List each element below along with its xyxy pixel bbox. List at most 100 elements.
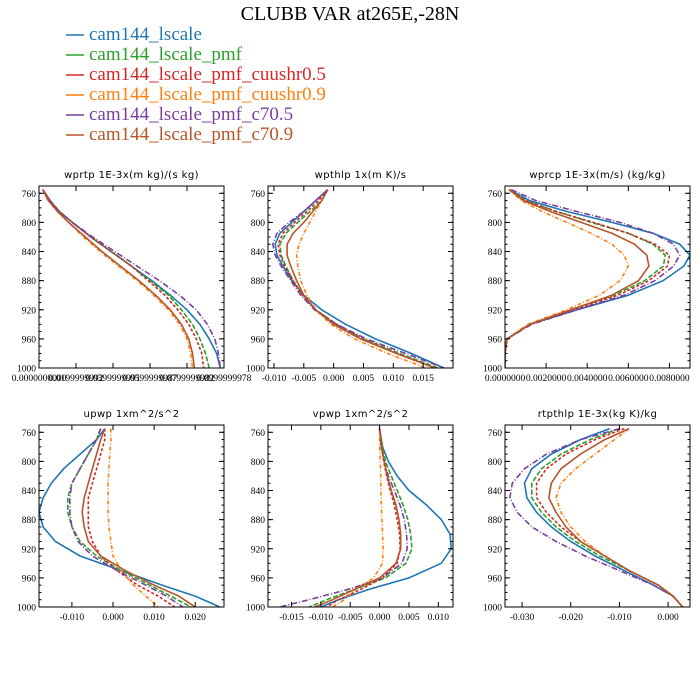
x-tick-label: 0.0040000: [567, 374, 608, 384]
y-tick-label: 960: [488, 574, 503, 584]
legend-item: cam144_lscale_pmf: [66, 44, 243, 65]
series-line: [505, 188, 681, 368]
x-tick-label: -0.010: [262, 374, 287, 384]
y-tick-label: 1000: [483, 604, 502, 614]
y-tick-label: 1000: [246, 604, 265, 614]
y-tick-label: 760: [22, 429, 37, 439]
panel-curves: [271, 189, 445, 368]
x-tick-label: 0.0599999987: [123, 374, 178, 384]
series-line: [505, 188, 671, 368]
x-tick-label: 0.000: [102, 613, 124, 623]
y-tick-label: 920: [22, 545, 37, 555]
panel-title: wprcp 1E-3x(m/s) (kg/kg): [529, 170, 665, 181]
panel-curves: [509, 427, 684, 607]
x-tick-label: 0.0199999992: [49, 374, 104, 384]
x-tick-label: 0.0799999982: [160, 374, 215, 384]
y-tick-label: 880: [22, 277, 37, 287]
series-line: [505, 189, 630, 368]
y-tick-label: 920: [251, 545, 266, 555]
x-tick-label: 0.010: [143, 613, 165, 623]
y-tick-label: 960: [251, 335, 266, 345]
y-tick-label: 840: [251, 248, 266, 258]
x-tick-label: 0.000: [369, 613, 391, 623]
y-tick-label: 800: [251, 219, 266, 229]
plot-frame: [267, 424, 454, 608]
y-tick-label: 1000: [246, 365, 265, 375]
series-line: [547, 427, 684, 607]
panel-4: upwp 1xm^2/s^2 760 800 840 880 920 960 1000 -0.0…: [17, 409, 225, 623]
legend-label: cam144_lscale_pmf_cuushr0.5: [89, 64, 326, 85]
x-tick-label: -0.005: [292, 374, 317, 384]
y-tick-label: 840: [251, 487, 266, 497]
legend-label: cam144_lscale: [89, 24, 202, 45]
x-tick-label: -0.010: [607, 613, 632, 623]
y-tick-label: 920: [488, 545, 503, 555]
series-line: [279, 189, 439, 368]
y-tick-label: 840: [488, 487, 503, 497]
series-line: [509, 427, 684, 607]
y-tick-label: 840: [22, 248, 37, 258]
series-line: [67, 428, 192, 607]
plot-frame: [38, 424, 225, 608]
x-tick-label: 0.000: [657, 613, 679, 623]
x-tick-label: 0.0399999991: [86, 374, 141, 384]
x-tick-label: -0.005: [338, 613, 363, 623]
series-line: [295, 189, 427, 368]
series-line: [81, 428, 196, 607]
y-tick-label: 840: [22, 487, 37, 497]
panel-5: vpwp 1xm^2/s^2 760 800 840 880 920 960 1000 -0.0…: [246, 409, 454, 623]
y-tick-label: 960: [22, 335, 37, 345]
legend-item: cam144_lscale: [66, 24, 202, 45]
y-tick-label: 1000: [17, 604, 36, 614]
x-tick-label: -0.030: [510, 613, 535, 623]
plot-frame: [267, 185, 454, 369]
legend-label: cam144_lscale_pmf_c70.9: [89, 124, 293, 145]
panel-title: vpwp 1xm^2/s^2: [313, 409, 409, 420]
plot-frame: [504, 185, 691, 369]
x-tick-label: -0.010: [309, 613, 334, 623]
x-tick-label: 0.010: [428, 613, 450, 623]
series-line: [286, 189, 436, 368]
legend-item: cam144_lscale_pmf_c70.5: [66, 104, 293, 125]
x-tick-label: 0.0999999978: [197, 374, 252, 384]
legend-item: cam144_lscale_pmf_cuushr0.5: [66, 64, 326, 85]
series-line: [326, 428, 401, 607]
panel-curves: [41, 189, 222, 368]
x-tick-label: 0.015: [412, 374, 434, 384]
x-tick-label: 0.0080000: [649, 374, 690, 384]
x-tick-label: -0.020: [558, 613, 583, 623]
y-tick-label: 800: [22, 219, 37, 229]
y-tick-label: 800: [488, 219, 503, 229]
y-tick-label: 960: [488, 335, 503, 345]
series-line: [42, 189, 210, 368]
y-tick-label: 760: [22, 190, 37, 200]
series-line: [530, 427, 684, 607]
series-line: [277, 189, 436, 368]
x-tick-label: 0.005: [398, 613, 420, 623]
x-tick-label: 0.0000000: [485, 374, 526, 384]
series-line: [42, 189, 222, 368]
y-tick-label: 920: [488, 306, 503, 316]
series-line: [42, 189, 205, 368]
series-line: [69, 428, 184, 607]
panels: wprtp 1E-3x(m kg)/(s kg) 760 800 840 880 920 9…: [12, 170, 691, 623]
panel-title: wprtp 1E-3x(m kg)/(s kg): [64, 170, 199, 181]
series-line: [271, 189, 445, 368]
x-tick-label: 0.010: [383, 374, 405, 384]
x-tick-label: 0.000: [323, 374, 345, 384]
series-line: [42, 189, 222, 368]
y-tick-label: 960: [22, 574, 37, 584]
y-tick-label: 840: [488, 248, 503, 258]
panel-title: rtpthlp 1E-3x(kg K)/kg: [538, 409, 658, 420]
x-tick-label: 0.0060000: [608, 374, 649, 384]
x-tick-label: -0.015: [279, 613, 304, 623]
panel-3: wprcp 1E-3x(m/s) (kg/kg) 760 800 840 880 920 9…: [483, 170, 691, 384]
y-tick-label: 1000: [483, 365, 502, 375]
legend-item: cam144_lscale_pmf_c70.9: [66, 124, 293, 145]
x-tick-label: 0.0020000: [526, 374, 567, 384]
y-tick-label: 880: [251, 277, 266, 287]
y-tick-label: 880: [22, 516, 37, 526]
y-tick-label: 760: [488, 429, 503, 439]
series-line: [279, 428, 409, 607]
